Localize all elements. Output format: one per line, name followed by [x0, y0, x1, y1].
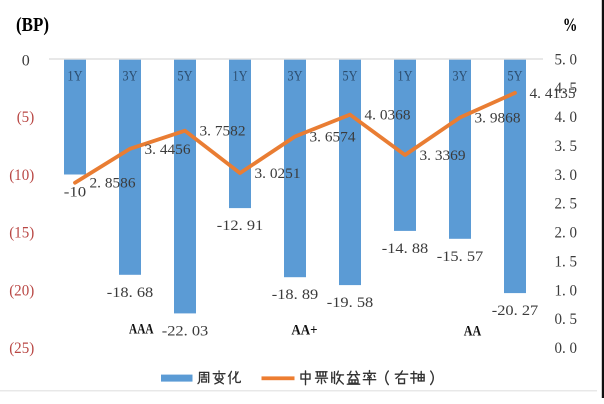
- svg-text:(BP): (BP): [16, 14, 49, 36]
- svg-text:(20): (20): [9, 282, 34, 299]
- svg-text:-14. 88: -14. 88: [382, 241, 429, 257]
- svg-text:1. 5: 1. 5: [555, 253, 578, 270]
- svg-text:AA: AA: [464, 323, 482, 339]
- svg-text:0. 5: 0. 5: [555, 311, 578, 328]
- svg-text:AA+: AA+: [291, 322, 317, 338]
- svg-text:5Y: 5Y: [507, 69, 522, 85]
- svg-text:-19. 58: -19. 58: [327, 295, 374, 311]
- svg-text:3. 4456: 3. 4456: [145, 142, 192, 158]
- svg-text:(15): (15): [9, 225, 34, 242]
- svg-text:3. 3369: 3. 3369: [420, 148, 466, 164]
- svg-text:3. 7582: 3. 7582: [200, 124, 246, 140]
- svg-text:3Y: 3Y: [452, 69, 467, 85]
- svg-text:3. 6574: 3. 6574: [310, 130, 357, 146]
- svg-text:-22. 03: -22. 03: [162, 323, 209, 339]
- svg-text:2. 0: 2. 0: [555, 225, 578, 242]
- svg-text:-20. 27: -20. 27: [492, 303, 539, 319]
- svg-text:4. 0368: 4. 0368: [365, 108, 411, 124]
- svg-text:-10: -10: [64, 185, 86, 201]
- svg-text:-18. 89: -18. 89: [272, 287, 319, 303]
- svg-text:1Y: 1Y: [397, 69, 412, 85]
- svg-text:5Y: 5Y: [342, 69, 357, 85]
- svg-text:1Y: 1Y: [67, 69, 82, 85]
- svg-text:3. 5: 3. 5: [555, 138, 578, 155]
- svg-text:1. 0: 1. 0: [555, 282, 578, 299]
- svg-text:5Y: 5Y: [177, 69, 192, 85]
- svg-text:3Y: 3Y: [122, 69, 137, 85]
- svg-text:2. 5: 2. 5: [555, 196, 578, 213]
- svg-text:4. 4135: 4. 4135: [530, 86, 576, 102]
- svg-text:%: %: [563, 15, 578, 36]
- svg-text:(10): (10): [9, 167, 34, 184]
- svg-text:(25): (25): [9, 340, 34, 357]
- svg-text:0: 0: [22, 52, 30, 69]
- svg-text:3Y: 3Y: [287, 69, 302, 85]
- svg-text:2. 8586: 2. 8586: [90, 176, 137, 192]
- svg-text:-18. 68: -18. 68: [107, 285, 154, 301]
- svg-text:-12. 91: -12. 91: [217, 218, 264, 234]
- svg-text:3. 0: 3. 0: [555, 167, 578, 184]
- svg-text:3. 9868: 3. 9868: [475, 111, 521, 127]
- svg-text:4. 0: 4. 0: [555, 109, 578, 126]
- svg-text:AAA: AAA: [129, 322, 154, 338]
- svg-text:3. 0251: 3. 0251: [255, 166, 301, 182]
- svg-text:-15. 57: -15. 57: [437, 249, 484, 265]
- svg-text:4. 5: 4. 5: [555, 80, 578, 97]
- svg-text:(5): (5): [17, 109, 35, 126]
- svg-text:1Y: 1Y: [232, 69, 247, 85]
- svg-text:5. 0: 5. 0: [555, 51, 578, 68]
- svg-text:0. 0: 0. 0: [555, 340, 578, 357]
